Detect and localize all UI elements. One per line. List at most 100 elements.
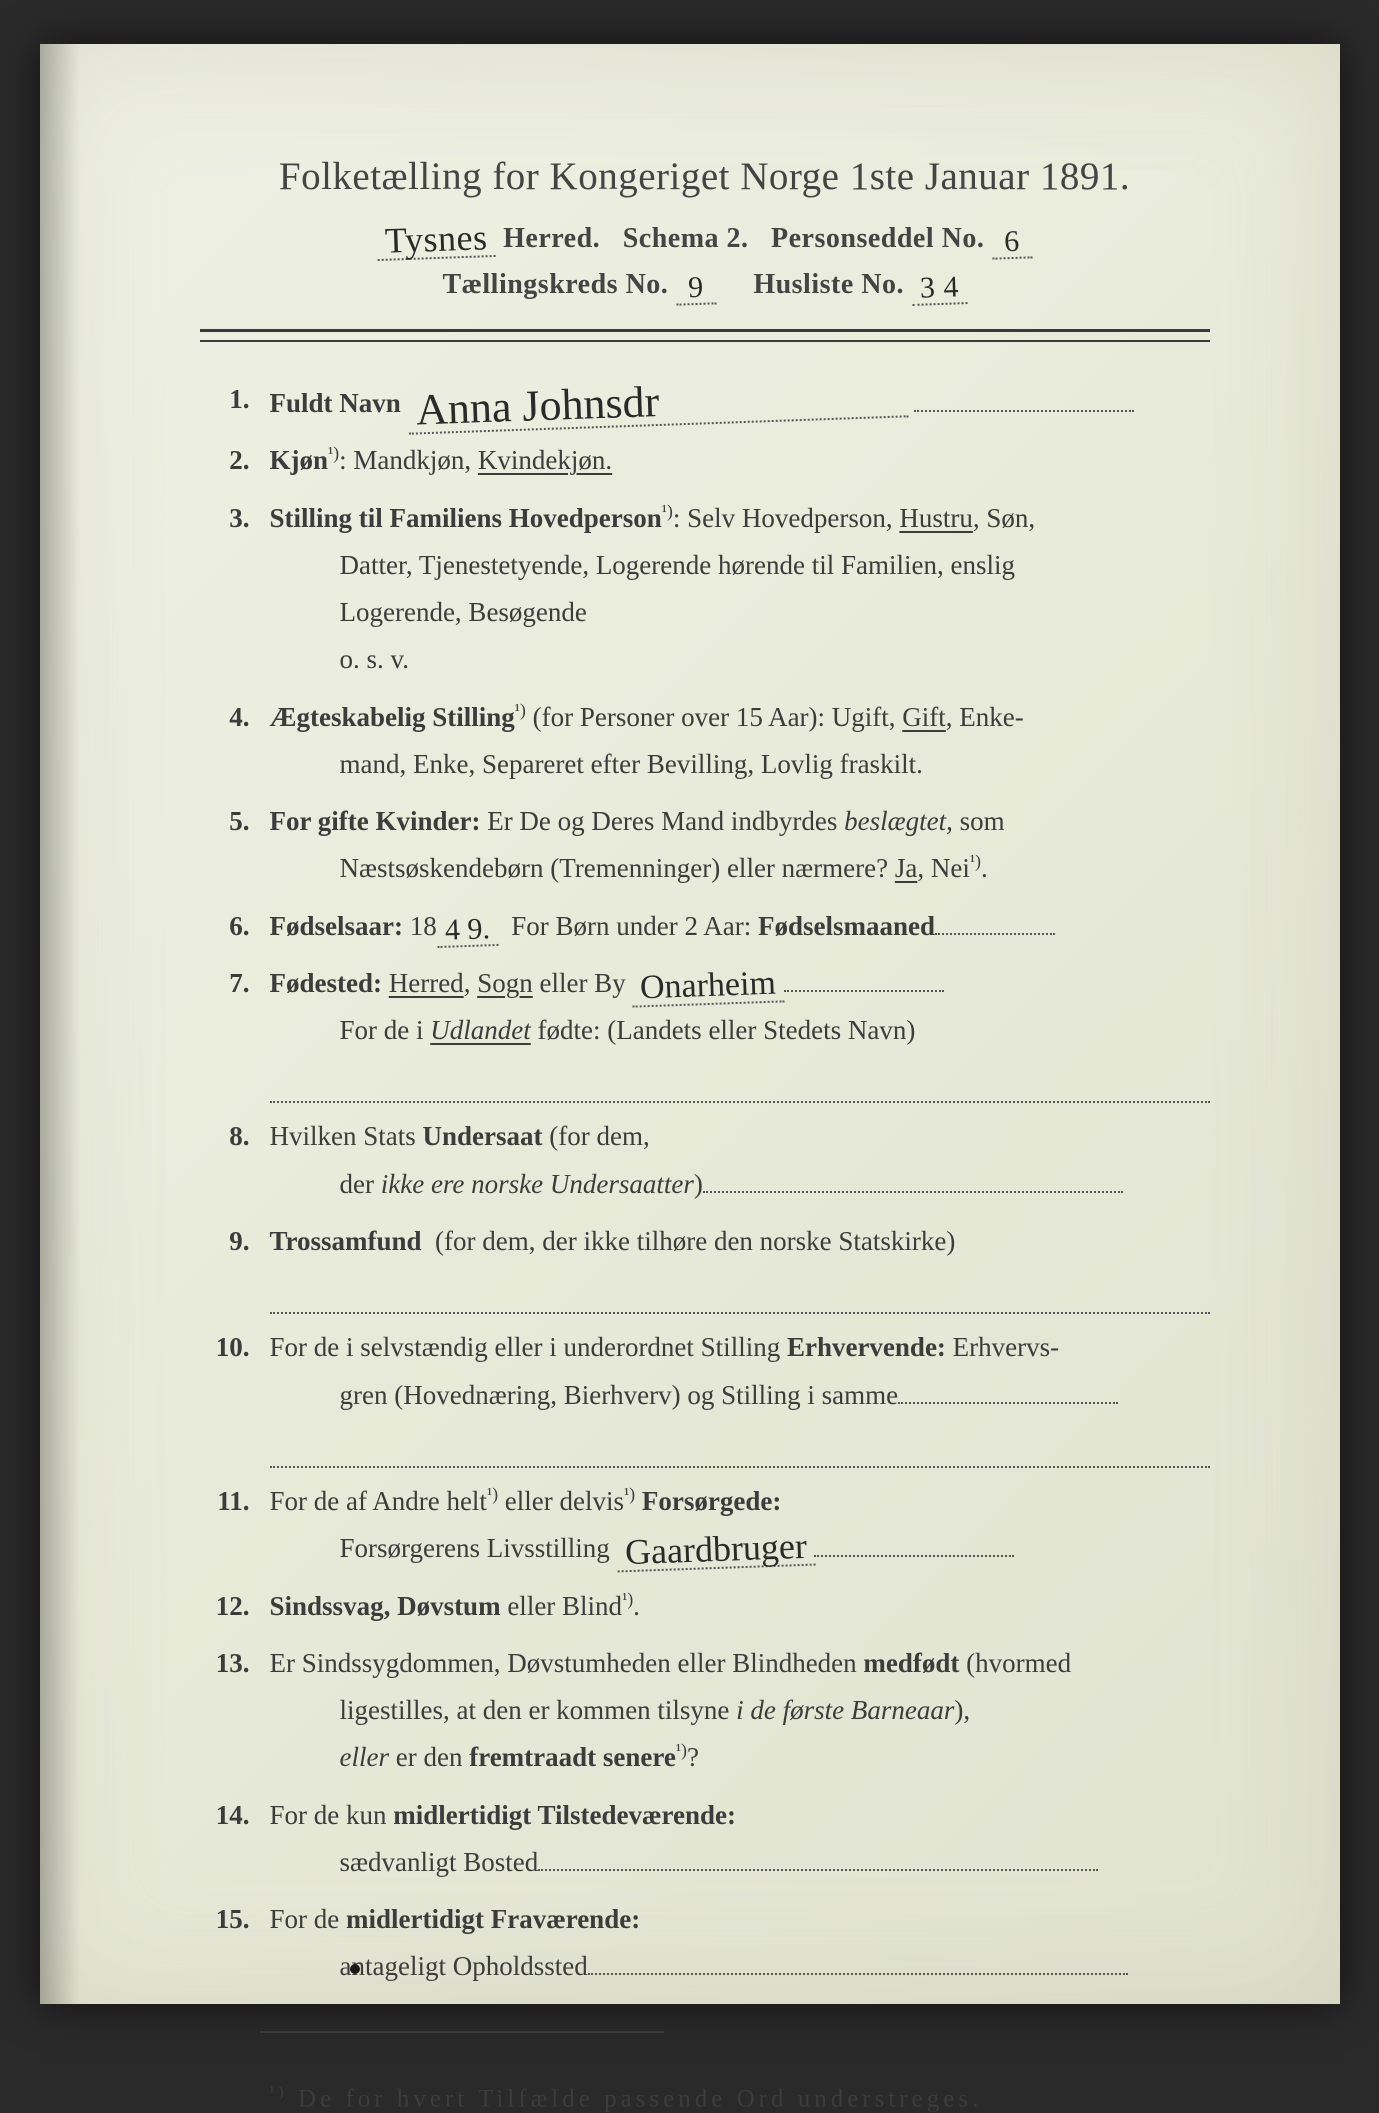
t: eller delvis [498, 1486, 624, 1516]
t: , Søn, [973, 503, 1035, 533]
item-3-hustru: Hustru [899, 503, 973, 533]
t: ligestilles, at den er kommen tilsyne [270, 1695, 737, 1725]
husliste-no: 3 4 [911, 272, 967, 306]
herred-handwritten: Tysnes [377, 219, 497, 261]
item-15-line2: antageligt Opholdssted [270, 1951, 588, 1981]
item-11-value: Gaardbruger [616, 1528, 815, 1573]
item-12: Sindssvag, Døvstum eller Blind¹). [200, 1583, 1210, 1630]
t: (for Personer over 15 Aar): Ugift, [533, 702, 903, 732]
em: eller [340, 1742, 389, 1772]
divider-bottom [260, 2031, 664, 2033]
item-4: Ægteskabelig Stilling¹) (for Personer ov… [200, 694, 1210, 789]
t: Hvilken Stats [270, 1121, 423, 1151]
form-items: Fuldt Navn Anna Johnsdr Kjøn¹): Mandkjøn… [200, 376, 1210, 1991]
t: For de i selvstændig eller i underordnet… [270, 1332, 787, 1362]
fill [588, 1948, 1128, 1975]
fill [784, 965, 944, 992]
t: Erhvervs- [946, 1332, 1059, 1362]
item-12-label: Sindssvag, Døvstum [270, 1591, 501, 1621]
t: For de [270, 1904, 347, 1934]
item-2: Kjøn¹): Mandkjøn, Kvindekjøn. [200, 437, 1210, 484]
t: Næstsøskendebørn (Tremenninger) eller næ… [270, 853, 895, 883]
item-7-label: Fødested: [270, 968, 382, 998]
dotted-line [270, 1425, 1210, 1468]
sup: ¹) [624, 1484, 635, 1504]
item-1-value: Anna Johnsdr [407, 371, 908, 434]
divider-top [200, 329, 1210, 332]
prefix: 18 [410, 911, 437, 941]
item-15-label: midlertidigt Fraværende: [346, 1904, 640, 1934]
fill [703, 1166, 1123, 1193]
em: ikke ere norske Undersaatter [381, 1169, 694, 1199]
t: er den [389, 1742, 469, 1772]
herred-und: Herred [389, 968, 464, 998]
fill [898, 1377, 1118, 1404]
item-11: For de af Andre helt¹) eller delvis¹) Fo… [200, 1478, 1210, 1573]
item-3-line3: Logerende, Besøgende [270, 597, 587, 627]
footnote: ¹) De for hvert Tilfælde passende Ord un… [200, 2083, 1210, 2113]
item-14-label: midlertidigt Tilstedeværende: [393, 1800, 736, 1830]
item-6-year: 4 9. [436, 913, 498, 947]
sup: ¹) [970, 851, 981, 871]
t: Er Sindssygdommen, Døvstumheden eller Bl… [270, 1648, 864, 1678]
item-8: Hvilken Stats Undersaat (for dem, der ik… [200, 1113, 1210, 1208]
item-10-label: Erhvervende: [787, 1332, 946, 1362]
footnote-text: De for hvert Tilfælde passende Ord under… [298, 2085, 982, 2112]
dotted-line [270, 1271, 1210, 1314]
item-15: For de midlertidigt Fraværende: antageli… [200, 1896, 1210, 1991]
sup: ¹) [487, 1484, 498, 1504]
schema-label: Schema 2. [623, 223, 749, 254]
t: , Enke- [946, 702, 1024, 732]
t: Selv Hovedperson, [687, 503, 899, 533]
item-4-line2: mand, Enke, Separeret efter Bevilling, L… [270, 749, 923, 779]
item-14-line2: sædvanligt Bosted [270, 1847, 539, 1877]
t: (for dem, [543, 1121, 650, 1151]
t: Er De og Deres Mand indbyrdes [487, 806, 844, 836]
item-13: Er Sindssygdommen, Døvstumheden eller Bl… [200, 1640, 1210, 1782]
page-title: Folketælling for Kongeriget Norge 1ste J… [200, 154, 1210, 199]
fill [814, 1530, 1014, 1557]
item-4-gift: Gift [902, 702, 946, 732]
item-3-label: Stilling til Familiens Hovedperson [270, 503, 662, 533]
divider-top-2 [200, 340, 1210, 342]
t: For de i [270, 1015, 431, 1045]
fill [935, 908, 1055, 935]
item-9-text: (for dem, der ikke tilhøre den norske St… [435, 1226, 955, 1256]
item-5: For gifte Kvinder: Er De og Deres Mand i… [200, 798, 1210, 893]
husliste-label: Husliste No. [753, 269, 904, 300]
item-2-label: Kjøn [270, 445, 329, 475]
item-7: Fødested: Herred, Sogn eller By Onarheim… [200, 960, 1210, 1104]
item-1-label: Fuldt Navn [270, 388, 401, 418]
herred-label: Herred. [503, 223, 600, 254]
sup: ¹) [515, 700, 526, 720]
t: ) [694, 1169, 703, 1199]
fill [538, 1844, 1098, 1871]
item-4-label: Ægteskabelig Stilling [270, 702, 515, 732]
t: der [270, 1169, 381, 1199]
item-6-label: Fødselsaar: [270, 911, 403, 941]
item-3-line4: o. s. v. [270, 644, 410, 674]
em: beslægtet, [844, 806, 953, 836]
item-3: Stilling til Familiens Hovedperson¹): Se… [200, 495, 1210, 684]
header-line-1: Tysnes Herred. Schema 2. Personseddel No… [200, 217, 1210, 255]
footnote-marker: ¹) [270, 2083, 288, 2101]
item-10-line2: gren (Hovednæring, Bierhverv) og Stillin… [270, 1380, 899, 1410]
item-5-ja: Ja [895, 853, 918, 883]
sup: ¹) [676, 1740, 687, 1760]
t: fødte: (Landets eller Stedets Navn) [531, 1015, 916, 1045]
t: For de af Andre helt [270, 1486, 487, 1516]
sup: ¹) [328, 443, 339, 463]
sup: ¹) [622, 1589, 633, 1609]
item-6-label2: Fødselsmaaned [758, 911, 935, 941]
census-form-page: Folketælling for Kongeriget Norge 1ste J… [40, 44, 1340, 2004]
t: ? [687, 1742, 699, 1772]
personseddel-no: 6 [991, 226, 1032, 259]
item-11-line2: Forsørgerens Livsstilling [270, 1533, 610, 1563]
item-6: Fødselsaar: 184 9. For Børn under 2 Aar:… [200, 903, 1210, 950]
item-14: For de kun midlertidigt Tilstedeværende:… [200, 1792, 1210, 1887]
item-13-label2: fremtraadt senere [469, 1742, 676, 1772]
dotted-line [270, 1060, 1210, 1103]
ink-spot [350, 1964, 360, 1974]
t: For Børn under 2 Aar: [511, 911, 758, 941]
item-3-line2: Datter, Tjenestetyende, Logerende hørend… [270, 550, 1015, 580]
